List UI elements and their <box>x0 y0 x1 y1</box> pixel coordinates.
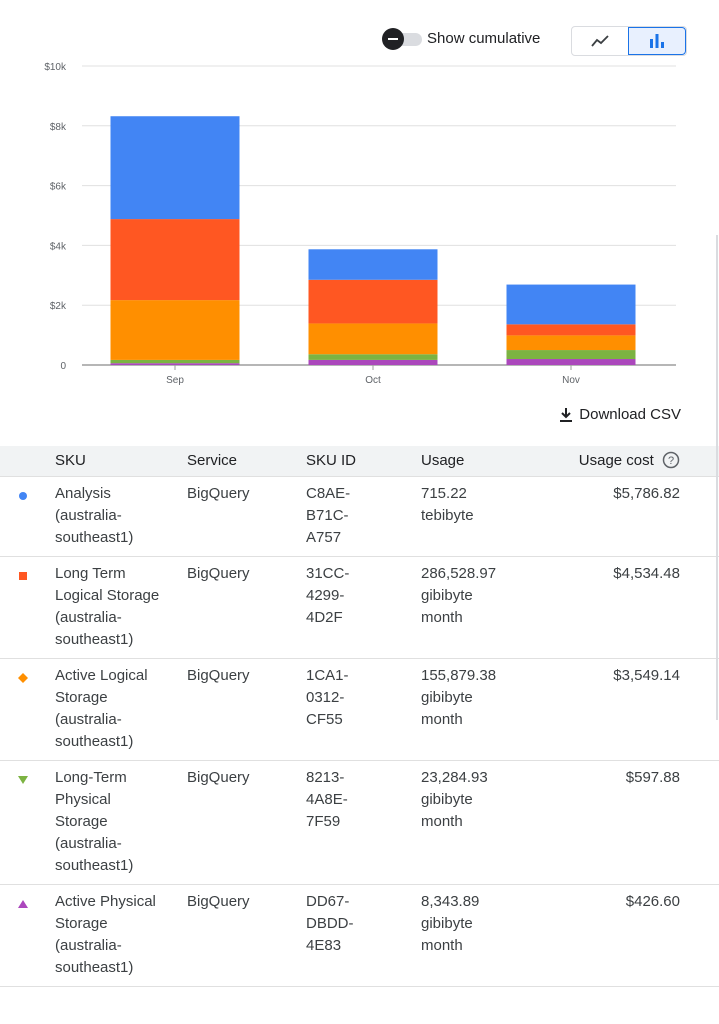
service: BigQuery <box>187 760 306 885</box>
bar-segment-blue[interactable] <box>308 249 438 280</box>
download-icon <box>560 407 573 422</box>
download-csv-button[interactable]: Download CSV <box>559 406 681 423</box>
bar-segment-red[interactable] <box>506 324 636 336</box>
header-sku-id[interactable]: SKU ID <box>306 446 421 477</box>
sku-id: 8213-4A8E-7F59 <box>306 760 421 885</box>
bar-segment-orange[interactable] <box>308 323 438 355</box>
bar-segment-orange[interactable] <box>506 335 636 351</box>
square-marker-icon <box>19 572 27 580</box>
header-service[interactable]: Service <box>187 446 306 477</box>
y-tick-label: $8k <box>50 122 67 133</box>
sku-table: SKU Service SKU ID Usage Usage cost ? An… <box>0 446 719 987</box>
sku-name: Analysis (australia-southeast1) <box>55 476 187 557</box>
usage-cost: $5,786.82 <box>521 476 719 557</box>
bar-segment-red[interactable] <box>110 219 240 301</box>
table-header: SKU Service SKU ID Usage Usage cost ? <box>0 446 719 477</box>
sku-id: DD67-DBDD-4E83 <box>306 884 421 987</box>
usage: 8,343.89 gibibyte month <box>421 884 521 987</box>
usage-cost: $426.60 <box>521 884 719 987</box>
stacked-bar-chart: 0 $2k $4k $6k $8k $10k Sep Oct Nov <box>44 62 676 386</box>
diamond-marker-icon <box>18 673 28 683</box>
sku-id: C8AE-B71C-A757 <box>306 476 421 557</box>
toggle-knob <box>382 28 404 50</box>
sku-id: 1CA1-0312-CF55 <box>306 658 421 761</box>
header-usage-cost[interactable]: Usage cost ? <box>521 446 719 477</box>
bar-segment-green[interactable] <box>506 350 636 360</box>
y-tick-label: 0 <box>60 361 66 372</box>
help-icon[interactable]: ? <box>662 451 680 469</box>
header-sku[interactable]: SKU <box>55 446 187 477</box>
cumulative-label: Show cumulative <box>427 30 541 47</box>
bar-segment-orange[interactable] <box>110 300 240 360</box>
triangle-up-marker-icon <box>18 900 28 908</box>
x-tick-label: Nov <box>562 375 580 386</box>
y-tick-label: $10k <box>44 62 67 73</box>
sku-id: 31CC-4299-4D2F <box>306 556 421 659</box>
bar-segment-purple[interactable] <box>308 359 438 365</box>
triangle-down-marker-icon <box>18 776 28 784</box>
service: BigQuery <box>187 476 306 557</box>
header-usage[interactable]: Usage <box>421 446 521 477</box>
table-row[interactable]: Long-Term Physical Storage (australia-so… <box>0 760 719 885</box>
circle-marker-icon <box>19 492 27 500</box>
line-chart-icon <box>591 35 609 47</box>
bar-segment-green[interactable] <box>110 359 240 364</box>
bar-view-button[interactable] <box>628 27 686 55</box>
download-csv-label: Download CSV <box>579 406 681 423</box>
scrollbar[interactable] <box>716 235 718 720</box>
service: BigQuery <box>187 658 306 761</box>
usage-cost: $4,534.48 <box>521 556 719 659</box>
line-view-button[interactable] <box>572 27 628 55</box>
table-row[interactable]: Active Logical Storage (australia-southe… <box>0 658 719 761</box>
service: BigQuery <box>187 884 306 987</box>
usage-cost: $3,549.14 <box>521 658 719 761</box>
sku-name: Active Logical Storage (australia-southe… <box>55 658 187 761</box>
chart-type-switch <box>571 26 687 56</box>
service: BigQuery <box>187 556 306 659</box>
svg-text:?: ? <box>668 455 674 467</box>
y-tick-label: $2k <box>50 301 67 312</box>
usage: 715.22 tebibyte <box>421 476 521 557</box>
usage: 286,528.97 gibibyte month <box>421 556 521 659</box>
sku-name: Active Physical Storage (australia-south… <box>55 884 187 987</box>
chart-controls: Show cumulative <box>0 24 719 56</box>
cumulative-toggle[interactable] <box>382 28 422 50</box>
bar-segment-purple[interactable] <box>506 359 636 365</box>
y-tick-label: $6k <box>50 182 67 193</box>
usage-cost: $597.88 <box>521 760 719 885</box>
table-row[interactable]: Long Term Logical Storage (australia-sou… <box>0 556 719 659</box>
usage: 155,879.38 gibibyte month <box>421 658 521 761</box>
usage: 23,284.93 gibibyte month <box>421 760 521 885</box>
x-tick-label: Oct <box>365 375 381 386</box>
bar-segment-green[interactable] <box>308 354 438 360</box>
table-row[interactable]: Active Physical Storage (australia-south… <box>0 884 719 987</box>
bar-segment-purple[interactable] <box>110 363 240 365</box>
sku-name: Long-Term Physical Storage (australia-so… <box>55 760 187 885</box>
bar-segment-blue[interactable] <box>110 116 240 220</box>
y-tick-label: $4k <box>50 241 67 252</box>
bar-chart-icon <box>650 34 664 48</box>
bar-segment-blue[interactable] <box>506 284 636 325</box>
x-tick-label: Sep <box>166 375 184 386</box>
table-row[interactable]: Analysis (australia-southeast1) BigQuery… <box>0 476 719 557</box>
bar-segment-red[interactable] <box>308 279 438 324</box>
sku-name: Long Term Logical Storage (australia-sou… <box>55 556 187 659</box>
